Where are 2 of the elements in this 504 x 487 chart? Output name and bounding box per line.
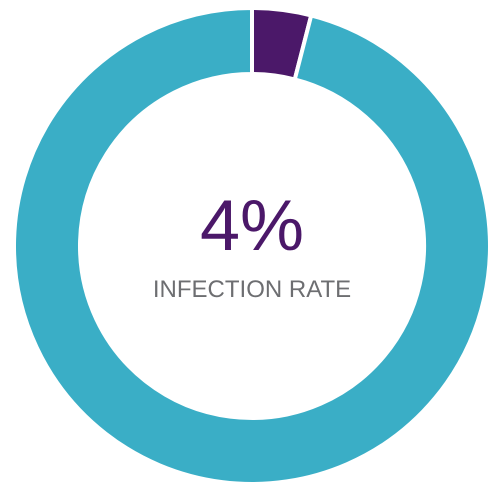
text: 4%: [200, 186, 304, 266]
text: INFECTION RATE: [152, 276, 352, 303]
